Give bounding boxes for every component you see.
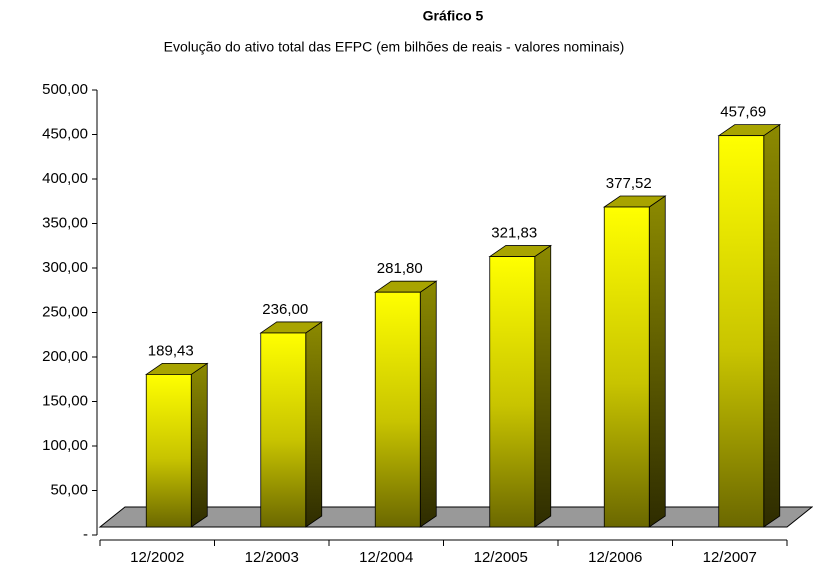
chart-title: Gráfico 5	[423, 8, 484, 24]
value-label: 457,69	[720, 104, 766, 121]
x-tick-label: 12/2006	[588, 549, 642, 566]
bar	[603, 206, 650, 528]
x-tick-label: 12/2005	[474, 549, 528, 566]
y-tick-label: 50,00	[50, 481, 88, 498]
bar-side	[190, 362, 208, 528]
x-tick-label: 12/2007	[703, 549, 757, 566]
x-tick-label: 12/2002	[130, 549, 184, 566]
bar	[260, 332, 307, 528]
x-tick-label: 12/2004	[359, 549, 413, 566]
y-tick-label: 100,00	[42, 437, 88, 454]
chart-subtitle: Evolução do ativo total das EFPC (em bil…	[164, 39, 625, 55]
y-tick-label: 200,00	[42, 348, 88, 365]
bar	[489, 256, 536, 528]
bar-side	[305, 321, 323, 528]
value-label: 189,43	[148, 342, 194, 359]
y-tick-label: 250,00	[42, 303, 88, 320]
bar	[718, 135, 765, 528]
y-tick-label: 500,00	[42, 81, 88, 98]
bar-side	[534, 244, 552, 528]
y-tick-label: 150,00	[42, 392, 88, 409]
bar	[374, 291, 421, 528]
bar	[145, 374, 192, 528]
bar-side	[648, 195, 666, 528]
y-tick-label: 400,00	[42, 170, 88, 187]
x-tick-label: 12/2003	[245, 549, 299, 566]
value-label: 281,80	[377, 260, 423, 277]
y-tick-label: -	[83, 526, 88, 543]
value-label: 321,83	[491, 225, 537, 242]
value-label: 236,00	[262, 301, 308, 318]
bar-side	[419, 280, 437, 528]
value-label: 377,52	[606, 175, 652, 192]
y-tick-label: 350,00	[42, 214, 88, 231]
y-tick-label: 300,00	[42, 259, 88, 276]
y-tick-label: 450,00	[42, 125, 88, 142]
bar-side	[763, 123, 781, 528]
